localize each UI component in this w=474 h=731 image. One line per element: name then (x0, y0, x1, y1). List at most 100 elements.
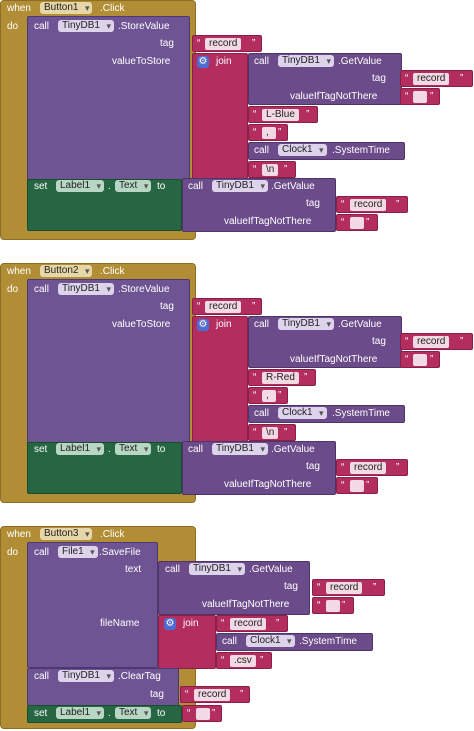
quote-open: “ (197, 38, 201, 49)
text-value-csv[interactable]: .csv (230, 655, 256, 667)
file-savefile-block[interactable] (27, 542, 158, 668)
property-dot: . (108, 708, 111, 719)
quote-open: “ (341, 480, 345, 491)
quote-close: ” (260, 655, 264, 666)
to-keyword: to (157, 444, 166, 455)
text-value-record[interactable]: record (326, 582, 363, 594)
click-event-label: .Click (100, 3, 125, 14)
quote-open: “ (341, 199, 345, 210)
clock-component-dropdown[interactable]: Clock1 (246, 635, 295, 647)
quote-close: ” (252, 301, 256, 312)
set-keyword: set (34, 444, 48, 455)
tinydb-component-dropdown[interactable]: TinyDB1 (278, 318, 334, 330)
text-value-record[interactable]: record (350, 462, 387, 474)
set-label-text-block[interactable] (27, 179, 182, 231)
text-value-newline[interactable]: \n (262, 427, 279, 439)
label-component-dropdown[interactable]: Label1 (56, 707, 105, 719)
tinydb-component-dropdown[interactable]: TinyDB1 (212, 443, 268, 455)
set-keyword: set (34, 181, 48, 192)
getvalue-method-label: .GetValue (338, 319, 382, 330)
clock-component-dropdown[interactable]: Clock1 (278, 407, 327, 419)
mutator-gear-icon[interactable]: ⚙ (197, 319, 209, 331)
tag-socket-label: tag (372, 73, 386, 84)
text-value-record[interactable]: record (413, 336, 450, 348)
getvalue-method-label: .GetValue (249, 564, 293, 575)
quote-close: ” (396, 462, 400, 473)
quote-open: “ (253, 390, 257, 401)
call-keyword: call (254, 319, 270, 330)
text-property-dropdown[interactable]: Text (115, 707, 152, 719)
quote-open: “ (221, 655, 225, 666)
tinydb-component-dropdown[interactable]: TinyDB1 (278, 55, 334, 67)
text-value-record[interactable]: record (350, 199, 387, 211)
text-value-empty[interactable] (196, 708, 210, 720)
join-label: join (216, 56, 232, 67)
valueiftagnotthere-socket-label: valueIfTagNotThere (224, 216, 312, 227)
label-component-dropdown[interactable]: Label1 (56, 443, 105, 455)
quote-open: “ (405, 336, 409, 347)
call-keyword: call (222, 636, 238, 647)
savefile-method-label: .SaveFile (99, 547, 141, 558)
tinydb-component-dropdown[interactable]: TinyDB1 (58, 670, 114, 682)
call-keyword: call (188, 181, 204, 192)
text-value-record[interactable]: record (413, 73, 450, 85)
tag-socket-label: tag (306, 198, 320, 209)
mutator-gear-icon[interactable]: ⚙ (197, 56, 209, 68)
label-component-dropdown[interactable]: Label1 (56, 180, 105, 192)
text-value-comma[interactable]: , (262, 127, 276, 139)
text-property-dropdown[interactable]: Text (115, 180, 152, 192)
text-value-record[interactable]: record (230, 618, 267, 630)
quote-open: “ (253, 109, 257, 120)
quote-close: ” (366, 480, 370, 491)
systemtime-method-label: .SystemTime (332, 408, 390, 419)
join-label: join (183, 618, 199, 629)
quote-close: ” (284, 427, 288, 438)
quote-open: “ (317, 600, 321, 611)
text-value-rred[interactable]: R-Red (262, 372, 299, 384)
text-value-record[interactable]: record (205, 301, 242, 313)
mutator-gear-icon[interactable]: ⚙ (164, 618, 176, 630)
systemtime-method-label: .SystemTime (332, 145, 390, 156)
quote-close: ” (366, 217, 370, 228)
quote-open: “ (253, 127, 257, 138)
text-value-comma[interactable]: , (262, 390, 276, 402)
button1-component-dropdown[interactable]: Button1 (40, 2, 93, 14)
join-block[interactable] (192, 316, 248, 442)
tinydb-component-dropdown[interactable]: TinyDB1 (58, 20, 114, 32)
text-value-empty[interactable] (350, 217, 364, 229)
quote-close: ” (306, 109, 310, 120)
text-value-empty[interactable] (413, 91, 427, 103)
text-value-record[interactable]: record (194, 689, 231, 701)
file-component-dropdown[interactable]: File1 (58, 546, 98, 558)
button3-component-dropdown[interactable]: Button3 (40, 528, 93, 540)
call-keyword: call (254, 56, 270, 67)
getvalue-method-label: .GetValue (271, 181, 315, 192)
tinydb-storevalue-block[interactable] (27, 279, 190, 445)
text-value-record[interactable]: record (205, 38, 242, 50)
text-property-dropdown[interactable]: Text (115, 443, 152, 455)
text-value-empty[interactable] (326, 600, 340, 612)
text-value-newline[interactable]: \n (262, 164, 279, 176)
quote-close: ” (342, 600, 346, 611)
text-value-lblue[interactable]: L-Blue (262, 109, 299, 121)
button2-component-dropdown[interactable]: Button2 (40, 265, 93, 277)
tinydb-component-dropdown[interactable]: TinyDB1 (189, 563, 245, 575)
join-block[interactable] (192, 53, 248, 179)
set-label-text-block[interactable] (27, 442, 182, 494)
quote-close: ” (460, 73, 464, 84)
click-event-label: .Click (100, 266, 125, 277)
property-dot: . (108, 444, 111, 455)
systemtime-method-label: .SystemTime (299, 636, 357, 647)
text-socket-label: text (125, 564, 142, 575)
tinydb-component-dropdown[interactable]: TinyDB1 (58, 283, 114, 295)
clock-component-dropdown[interactable]: Clock1 (278, 144, 327, 156)
quote-open: “ (221, 618, 225, 629)
quote-close: ” (278, 127, 282, 138)
text-value-empty[interactable] (413, 354, 427, 366)
tinydb-component-dropdown[interactable]: TinyDB1 (212, 180, 268, 192)
text-value-empty[interactable] (350, 480, 364, 492)
call-keyword: call (34, 284, 50, 295)
tag-socket-label: tag (150, 689, 164, 700)
to-keyword: to (157, 708, 166, 719)
tinydb-storevalue-block[interactable] (27, 16, 190, 182)
